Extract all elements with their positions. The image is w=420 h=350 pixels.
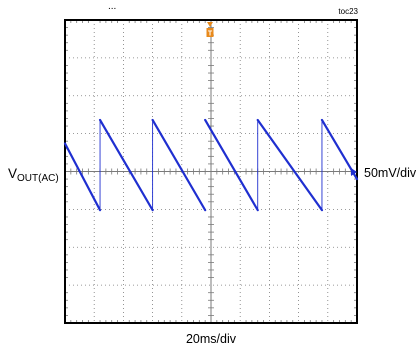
trace-decay-segment [98,118,154,212]
trace-series-1 [63,118,359,212]
trace-decay-segment [256,118,324,212]
plot-frame [64,19,358,324]
channel-label: VOUT(AC) [8,166,59,184]
axis-ticks [65,20,357,323]
trace-decay-segment [204,118,259,212]
y-scale-label: 50mV/div [364,166,417,180]
figure-id: toc23 [338,7,358,16]
header-fragment: ... [108,1,116,12]
trigger-position-marker-icon: T [206,22,214,38]
svg-text:T: T [208,31,213,38]
trace-decay-segment [63,142,102,212]
trace-decay-segment [151,118,207,212]
x-scale-label: 20ms/div [186,332,237,346]
channel-ground-marker-icon [351,168,357,176]
